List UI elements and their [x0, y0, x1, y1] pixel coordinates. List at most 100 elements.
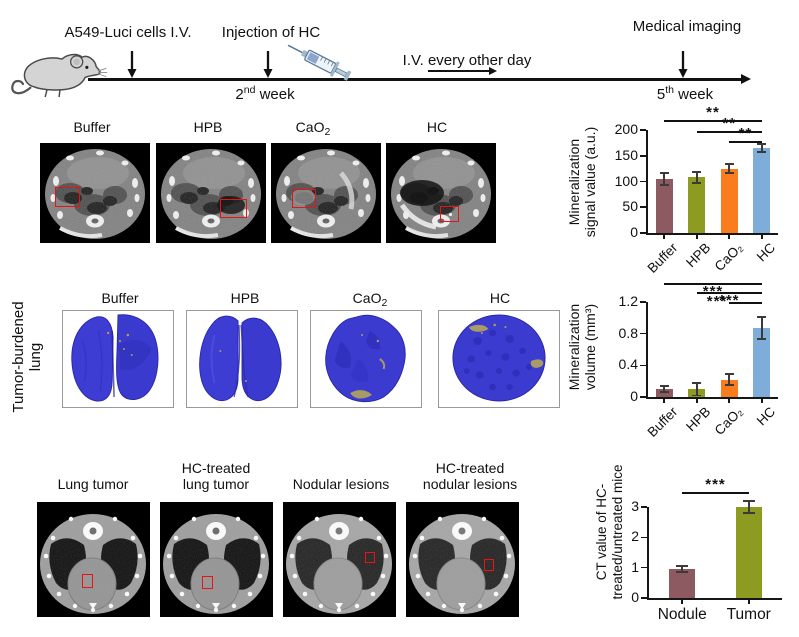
xlabel: HC	[753, 240, 779, 265]
err-line	[760, 317, 763, 340]
ytick	[640, 364, 646, 367]
xlabel: Nodule	[657, 606, 707, 623]
ytick	[640, 332, 646, 335]
sigstar: ***	[705, 476, 726, 493]
chart-mineralization-signal: Mineralization signal value (a.u.) 0 50 100…	[560, 105, 799, 276]
timeline-axis	[88, 78, 742, 81]
yticklabel: 0.4	[618, 356, 638, 373]
down-arrow-icon	[127, 51, 137, 78]
lung-3d-buffer	[62, 310, 174, 408]
bar	[735, 507, 762, 598]
err-cap	[692, 394, 702, 397]
bar	[720, 168, 738, 233]
chart-mineralization-volume: Mineralization volume (mm³) 0 0.4 0.8 1.2 Buf…	[560, 272, 799, 442]
err-cap	[659, 184, 669, 186]
yticklabel: 1	[631, 558, 639, 575]
repeat-arrow	[428, 70, 490, 72]
err-cap	[676, 571, 689, 573]
err-cap	[724, 384, 734, 386]
row3-label-hc-nodular: HC-treated nodular lesions	[422, 460, 518, 492]
y-axis-label: Mineralization volume (mm³)	[566, 303, 598, 391]
err-line	[663, 385, 666, 393]
yticklabel: 0.8	[618, 324, 638, 341]
timeline-arrowhead-icon	[741, 74, 751, 84]
timeline-week5: 5th week	[656, 84, 714, 103]
ytick	[641, 536, 647, 539]
sigline	[729, 302, 762, 304]
down-arrow-icon	[263, 51, 273, 78]
row2-label-buffer: Buffer	[101, 290, 139, 306]
err-cap	[692, 182, 702, 184]
bar	[655, 178, 673, 233]
timeline-week2: 2nd week	[235, 84, 295, 103]
err-line	[728, 163, 731, 174]
ytick	[641, 597, 647, 599]
err-cap	[724, 163, 734, 165]
xtick	[663, 399, 666, 403]
yticklabel: 150	[614, 146, 638, 163]
yticklabel: 3	[631, 498, 639, 514]
roi-box	[440, 206, 459, 222]
ct-scan-lung-tumor	[37, 502, 150, 617]
roi-box	[55, 187, 80, 207]
err-cap	[659, 385, 669, 387]
bar	[655, 389, 673, 397]
ytick	[640, 301, 646, 303]
sigstar: ***	[718, 292, 740, 309]
xtick	[728, 399, 731, 403]
row1-label-cao2: CaO2	[295, 119, 331, 138]
xlabel: Buffer	[644, 240, 681, 276]
err-cap	[757, 151, 767, 153]
sigline	[664, 283, 762, 285]
err-cap	[676, 565, 689, 567]
roi-box	[365, 552, 375, 563]
repeat-arrowhead-icon	[489, 67, 497, 75]
yticklabel: 200	[614, 121, 638, 137]
timeline-label-cells: A549-Luci cells I.V.	[64, 24, 192, 41]
roi-box	[220, 199, 247, 218]
ytick	[640, 206, 646, 209]
ct-scan-hc-lung-tumor	[160, 502, 273, 617]
xlabel: HPB	[683, 404, 714, 435]
ytick	[640, 129, 646, 131]
ytick	[641, 506, 647, 508]
yticklabel: 1.2	[618, 293, 638, 309]
sigstar: **	[738, 125, 753, 142]
lung-3d-hc	[438, 310, 560, 408]
yticklabel: 0	[631, 589, 639, 605]
err-cap	[757, 143, 767, 145]
yticklabel: 0	[630, 388, 638, 404]
err-cap	[659, 391, 669, 394]
row3-label-hc-lung-tumor: HC-treated lung tumor	[181, 460, 251, 492]
err-cap	[742, 500, 755, 502]
ytick	[640, 232, 646, 234]
row2-label-hpb: HPB	[230, 290, 260, 306]
xlabel: HC	[753, 404, 779, 429]
ytick	[641, 566, 647, 569]
yticklabel: 50	[622, 198, 638, 215]
sigstar: ***	[706, 293, 728, 310]
lung-3d-hpb	[186, 310, 298, 408]
err-cap	[659, 171, 669, 174]
ct-scan-nodular	[283, 502, 396, 617]
timeline-label-injection: Injection of HC	[221, 24, 321, 41]
ytick	[640, 180, 646, 183]
err-line	[728, 374, 731, 386]
err-cap	[724, 373, 734, 375]
ct-scan-hc	[386, 143, 496, 243]
chart-ct-value-ratio: CT value of HC-treated/untreated mice 0 1…	[580, 455, 799, 633]
signal-dot	[448, 212, 452, 216]
err-cap	[742, 512, 755, 514]
lung-3d-cao2	[310, 310, 422, 408]
xtick	[728, 235, 731, 239]
plot: 0 1 2 3 Nodule Tumor ***	[631, 477, 782, 623]
err-cap	[692, 381, 702, 384]
xlabel: Buffer	[644, 404, 681, 440]
ct-scan-cao2	[271, 143, 381, 243]
xlabel: CaO₂	[711, 404, 746, 438]
sigline	[696, 131, 762, 133]
xtick	[760, 399, 763, 403]
yticklabel: 2	[631, 528, 639, 545]
